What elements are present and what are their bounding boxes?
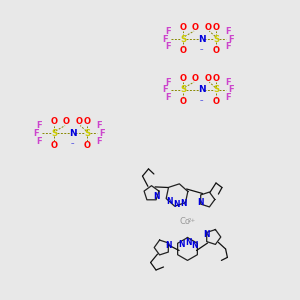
Text: F: F: [166, 27, 171, 36]
Text: F: F: [228, 85, 234, 94]
Text: F: F: [228, 34, 234, 43]
Text: O: O: [192, 74, 199, 82]
Text: O: O: [75, 117, 82, 126]
Text: O: O: [213, 22, 220, 32]
Text: O: O: [51, 141, 58, 150]
Text: F: F: [166, 42, 171, 51]
Text: F: F: [96, 121, 101, 130]
Text: F: F: [33, 129, 39, 138]
Text: S: S: [181, 85, 187, 94]
Text: O: O: [84, 117, 91, 126]
Text: S: S: [214, 85, 220, 94]
Text: 2+: 2+: [187, 218, 196, 223]
Text: N: N: [178, 240, 185, 249]
Text: N: N: [174, 200, 180, 209]
Text: N: N: [69, 129, 76, 138]
Text: S: S: [85, 129, 91, 138]
Text: O: O: [63, 117, 70, 126]
Text: O: O: [213, 98, 220, 106]
Text: N: N: [154, 192, 160, 201]
Text: F: F: [225, 93, 230, 102]
Text: F: F: [166, 93, 171, 102]
Text: F: F: [225, 78, 230, 87]
Text: N: N: [198, 34, 206, 43]
Text: F: F: [96, 137, 101, 146]
Text: O: O: [180, 22, 187, 32]
Text: F: F: [37, 137, 42, 146]
Text: S: S: [52, 129, 58, 138]
Text: –: –: [71, 140, 74, 146]
Text: N: N: [198, 198, 204, 207]
Text: N: N: [198, 85, 206, 94]
Text: O: O: [51, 117, 58, 126]
Text: F: F: [225, 42, 230, 51]
Text: O: O: [204, 74, 211, 82]
Text: Co: Co: [179, 218, 190, 226]
Text: N: N: [186, 238, 192, 247]
Text: –: –: [200, 46, 203, 52]
Text: O: O: [213, 46, 220, 56]
Text: O: O: [192, 22, 199, 32]
Text: N: N: [165, 241, 171, 250]
Text: F: F: [37, 121, 42, 130]
Text: F: F: [166, 78, 171, 87]
Text: N: N: [180, 199, 187, 208]
Text: F: F: [162, 34, 168, 43]
Text: N: N: [204, 230, 210, 239]
Text: O: O: [180, 98, 187, 106]
Text: O: O: [84, 141, 91, 150]
Text: O: O: [213, 74, 220, 82]
Text: N: N: [192, 241, 198, 250]
Text: F: F: [99, 129, 105, 138]
Text: O: O: [180, 46, 187, 56]
Text: O: O: [180, 74, 187, 82]
Text: F: F: [162, 85, 168, 94]
Text: F: F: [225, 27, 230, 36]
Text: S: S: [181, 34, 187, 43]
Text: S: S: [214, 34, 220, 43]
Text: –: –: [200, 97, 203, 103]
Text: N: N: [166, 197, 173, 206]
Text: O: O: [204, 22, 211, 32]
